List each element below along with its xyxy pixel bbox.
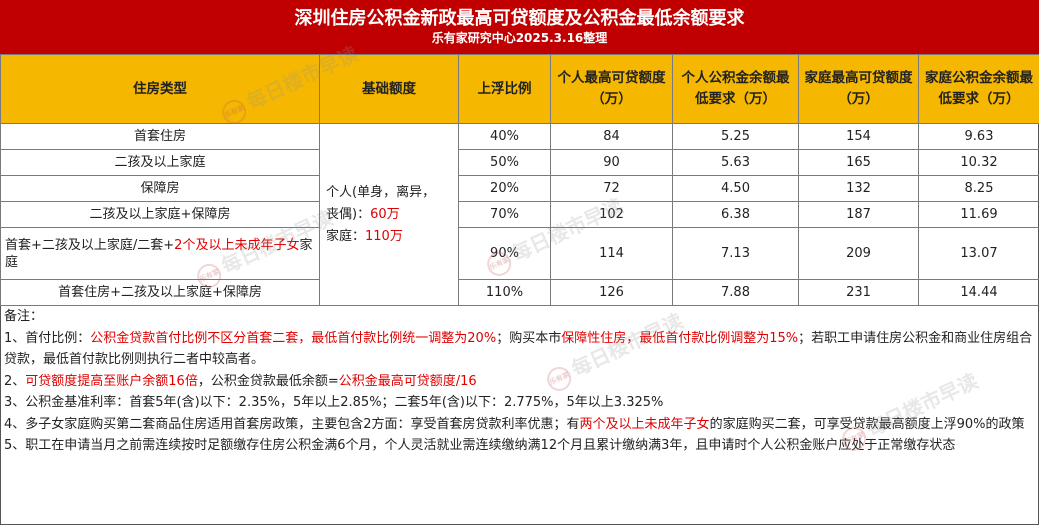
note-highlight: 可贷额度提高至账户余额16倍: [25, 373, 198, 389]
family-min-balance-cell: 13.07: [918, 227, 1039, 280]
housing-type-cell: 二孩及以上家庭+保障房: [0, 201, 320, 228]
header-float-ratio: 上浮比例: [458, 54, 551, 124]
notes-section: 备注： 1、首付比例：公积金贷款首付比例不区分首套二套，最低首付款比例统一调整为…: [4, 306, 1035, 457]
note-item: 2、可贷额度提高至账户余额16倍，公积金贷款最低余额=公积金最高可贷额度/16: [4, 371, 1035, 393]
note-text: 1、首付比例：: [4, 330, 91, 346]
table-row: 首套+二孩及以上家庭/二套+2个及以上未成年子女家庭 90% 114 7.13 …: [0, 227, 1039, 280]
note-text: 2、: [4, 373, 26, 389]
family-max-cell: 209: [798, 227, 919, 280]
header-base-quota: 基础额度: [319, 54, 459, 124]
page-subtitle: 乐有家研究中心2025.3.16整理: [431, 31, 608, 45]
note-text: 4、多子女家庭购买第二套商品住房适用首套房政策，主要包含2方面：享受首套房贷款利…: [4, 416, 580, 432]
personal-max-cell: 72: [550, 175, 673, 202]
personal-min-balance-cell: 7.13: [672, 227, 799, 280]
ratio-cell: 50%: [458, 149, 551, 176]
notes-heading: 备注：: [4, 309, 44, 324]
table-row: 二孩及以上家庭+保障房 70% 102 6.38 187 11.69: [0, 201, 1039, 228]
header-family-min-balance: 家庭公积金余额最低要求（万）: [918, 54, 1039, 124]
base-quota-line3: 家庭：110万: [326, 226, 454, 248]
family-max-cell: 187: [798, 201, 919, 228]
note-highlight: 公积金最高可贷额度/16: [338, 373, 477, 389]
note-text: 的家庭购买二套，可享受贷款最高额度上浮90%的政策: [709, 416, 1025, 432]
note-highlight: 公积金贷款首付比例不区分首套二套，最低首付款比例统一调整为20%: [90, 330, 497, 346]
personal-max-cell: 90: [550, 149, 673, 176]
table-row: 首套住房 个人(单身，离异， 丧偶)：60万 家庭：110万 40% 84 5.…: [0, 123, 1039, 306]
personal-min-balance-cell: 5.63: [672, 149, 799, 176]
family-min-balance-cell: 8.25: [918, 175, 1039, 202]
note-highlight: 保障性住房，最低首付款比例调整为15%: [561, 330, 799, 346]
header-housing-type: 住房类型: [0, 54, 320, 124]
personal-min-balance-cell: 4.50: [672, 175, 799, 202]
personal-min-balance-cell: 7.88: [672, 279, 799, 306]
family-min-balance-cell: 14.44: [918, 279, 1039, 306]
housing-type-suffix: 家庭: [5, 237, 313, 270]
ratio-cell: 90%: [458, 227, 551, 280]
table-row: 保障房 20% 72 4.50 132 8.25: [0, 175, 1039, 202]
header-family-max: 家庭最高可贷额度（万）: [798, 54, 919, 124]
base-quota-line1: 个人(单身，离异，: [326, 184, 436, 200]
table-header-row: 住房类型 基础额度 上浮比例 个人最高可贷额度（万） 个人公积金余额最低要求（万…: [0, 54, 1039, 124]
ratio-cell: 110%: [458, 279, 551, 306]
family-min-balance-cell: 9.63: [918, 123, 1039, 150]
family-max-cell: 132: [798, 175, 919, 202]
housing-type-cell: 首套住房+二孩及以上家庭+保障房: [0, 279, 320, 306]
loan-quota-table: 住房类型 基础额度 上浮比例 个人最高可贷额度（万） 个人公积金余额最低要求（万…: [0, 54, 1039, 306]
table-row: 二孩及以上家庭 50% 90 5.63 165 10.32: [0, 149, 1039, 176]
note-item: 5、职工在申请当月之前需连续按时足额缴存住房公积金满6个月，个人灵活就业需连续缴…: [4, 438, 956, 453]
personal-max-cell: 114: [550, 227, 673, 280]
housing-type-cell: 保障房: [0, 175, 320, 202]
personal-max-cell: 102: [550, 201, 673, 228]
note-text: ；若职工申请住房公积金和商业住房组合贷款，最低首付款比例则执行二者中较高者。: [4, 330, 1033, 368]
page-title: 深圳住房公积金新政最高可贷额度及公积金最低余额要求: [294, 8, 745, 29]
housing-type-cell: 二孩及以上家庭: [0, 149, 320, 176]
family-min-balance-cell: 11.69: [918, 201, 1039, 228]
personal-max-cell: 126: [550, 279, 673, 306]
personal-min-balance-cell: 5.25: [672, 123, 799, 150]
title-band: 深圳住房公积金新政最高可贷额度及公积金最低余额要求 乐有家研究中心2025.3.…: [0, 0, 1039, 54]
note-text: ，公积金贷款最低余额=: [197, 373, 339, 389]
base-quota-cell: 个人(单身，离异， 丧偶)：60万 家庭：110万: [319, 123, 459, 306]
family-max-cell: 231: [798, 279, 919, 306]
note-item: 4、多子女家庭购买第二套商品住房适用首套房政策，主要包含2方面：享受首套房贷款利…: [4, 414, 1035, 436]
base-quota-personal-amount: 60万: [370, 206, 400, 222]
housing-type-highlight: 2个及以上未成年子女: [174, 237, 300, 253]
ratio-cell: 40%: [458, 123, 551, 150]
housing-type-cell: 首套住房: [0, 123, 320, 150]
note-item: 1、首付比例：公积金贷款首付比例不区分首套二套，最低首付款比例统一调整为20%；…: [4, 328, 1035, 371]
note-item: 3、公积金基准利率：首套5年(含)以下：2.35%，5年以上2.85%；二套5年…: [4, 395, 664, 410]
note-highlight: 两个及以上未成年子女: [579, 416, 710, 432]
personal-max-cell: 84: [550, 123, 673, 150]
base-quota-family-amount: 110万: [365, 228, 403, 244]
ratio-cell: 20%: [458, 175, 551, 202]
ratio-cell: 70%: [458, 201, 551, 228]
housing-type-cell: 首套+二孩及以上家庭/二套+2个及以上未成年子女家庭: [0, 227, 320, 280]
header-personal-max: 个人最高可贷额度（万）: [550, 54, 673, 124]
table-row: 首套住房+二孩及以上家庭+保障房 110% 126 7.88 231 14.44: [0, 279, 1039, 306]
housing-type-prefix: 首套+二孩及以上家庭/二套+: [5, 237, 175, 253]
base-quota-personal-label: 丧偶)：: [326, 206, 371, 222]
base-quota-line2: 丧偶)：60万: [326, 204, 454, 226]
family-max-cell: 154: [798, 123, 919, 150]
personal-min-balance-cell: 6.38: [672, 201, 799, 228]
family-max-cell: 165: [798, 149, 919, 176]
base-quota-family-label: 家庭：: [326, 228, 366, 244]
header-personal-min-balance: 个人公积金余额最低要求（万）: [672, 54, 799, 124]
note-text: ；购买本市: [496, 330, 562, 346]
family-min-balance-cell: 10.32: [918, 149, 1039, 176]
